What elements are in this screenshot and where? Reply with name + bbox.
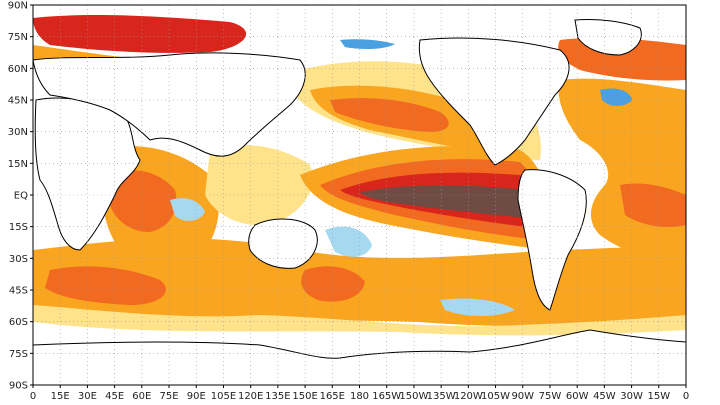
y-tick-label: 90N <box>8 1 28 12</box>
x-tick-label: 45E <box>105 391 124 402</box>
y-tick-label: 15N <box>8 159 28 170</box>
anomaly-arctic-red <box>33 15 247 53</box>
y-tick-label: 75N <box>8 32 28 43</box>
x-tick-label: 0 <box>30 391 36 402</box>
anomaly-atlantic-red <box>620 183 686 227</box>
x-tick-label: 165E <box>320 391 345 402</box>
x-tick-label: 0 <box>683 391 689 402</box>
x-tick-label: 150W <box>399 391 428 402</box>
anomaly-eq-pacific-dark-core <box>360 185 532 218</box>
y-axis: 90N 75N 60N 45N 30N 15N EQ 15S 30S 45S 60S 75S 90S <box>8 1 33 392</box>
anomaly-cool-arctic-blue <box>340 39 395 49</box>
x-tick-label: 135W <box>427 391 456 402</box>
anomaly-band-southern-yellow <box>33 305 686 336</box>
anomaly-cool-n-atlantic-blue <box>600 88 632 106</box>
x-tick-label: 135E <box>265 391 290 402</box>
x-tick-label: 120W <box>454 391 483 402</box>
x-tick-label: 150E <box>292 391 317 402</box>
x-tick-label: 75W <box>539 391 562 402</box>
anomaly-south-indian-red <box>45 266 166 305</box>
x-tick-label: 105W <box>481 391 510 402</box>
y-tick-label: EQ <box>14 191 28 202</box>
y-tick-label: 30S <box>9 254 28 265</box>
y-tick-label: 60S <box>9 317 28 328</box>
anomaly-west-pacific-yellow <box>205 145 313 226</box>
x-tick-label: 105E <box>211 391 236 402</box>
x-tick-label: 60W <box>566 391 589 402</box>
x-tick-label: 180 <box>350 391 369 402</box>
land-masses <box>33 19 686 385</box>
x-tick-label: 45W <box>593 391 616 402</box>
anomaly-cool-southern-blue <box>440 298 515 316</box>
y-tick-label: 60N <box>8 64 28 75</box>
x-tick-label: 15W <box>647 391 670 402</box>
y-tick-label: 15S <box>9 222 28 233</box>
land-australia <box>248 218 318 269</box>
anomaly-cool-indian-blue <box>170 198 205 221</box>
x-tick-label: 30W <box>620 391 643 402</box>
y-tick-label: 45S <box>9 286 28 297</box>
land-greenland <box>574 19 642 56</box>
land-north-america <box>418 37 570 166</box>
x-tick-label: 165W <box>372 391 401 402</box>
graticule <box>33 5 686 385</box>
anomaly-south-pacific-red <box>301 266 365 302</box>
anomaly-indian-ocean-red <box>110 170 177 232</box>
anomaly-north-pacific-red <box>330 98 449 132</box>
y-tick-label: 30N <box>8 127 28 138</box>
y-tick-label: 75S <box>9 349 28 360</box>
x-tick-label: 120E <box>238 391 263 402</box>
x-axis: 0 15E 30E 45E 60E 75E 90E 105E 120E 135E 150E 165E 1… <box>30 385 689 402</box>
x-tick-label: 15E <box>51 391 70 402</box>
y-tick-label: 45N <box>8 96 28 107</box>
x-tick-label: 30E <box>78 391 97 402</box>
x-tick-label: 75E <box>160 391 179 402</box>
y-tick-label: 90S <box>9 381 28 392</box>
x-tick-label: 60E <box>132 391 151 402</box>
anomaly-cool-south-pacific-blue <box>325 226 372 257</box>
x-tick-label: 90E <box>187 391 206 402</box>
x-tick-label: 90W <box>511 391 534 402</box>
land-eurasia <box>33 52 306 157</box>
